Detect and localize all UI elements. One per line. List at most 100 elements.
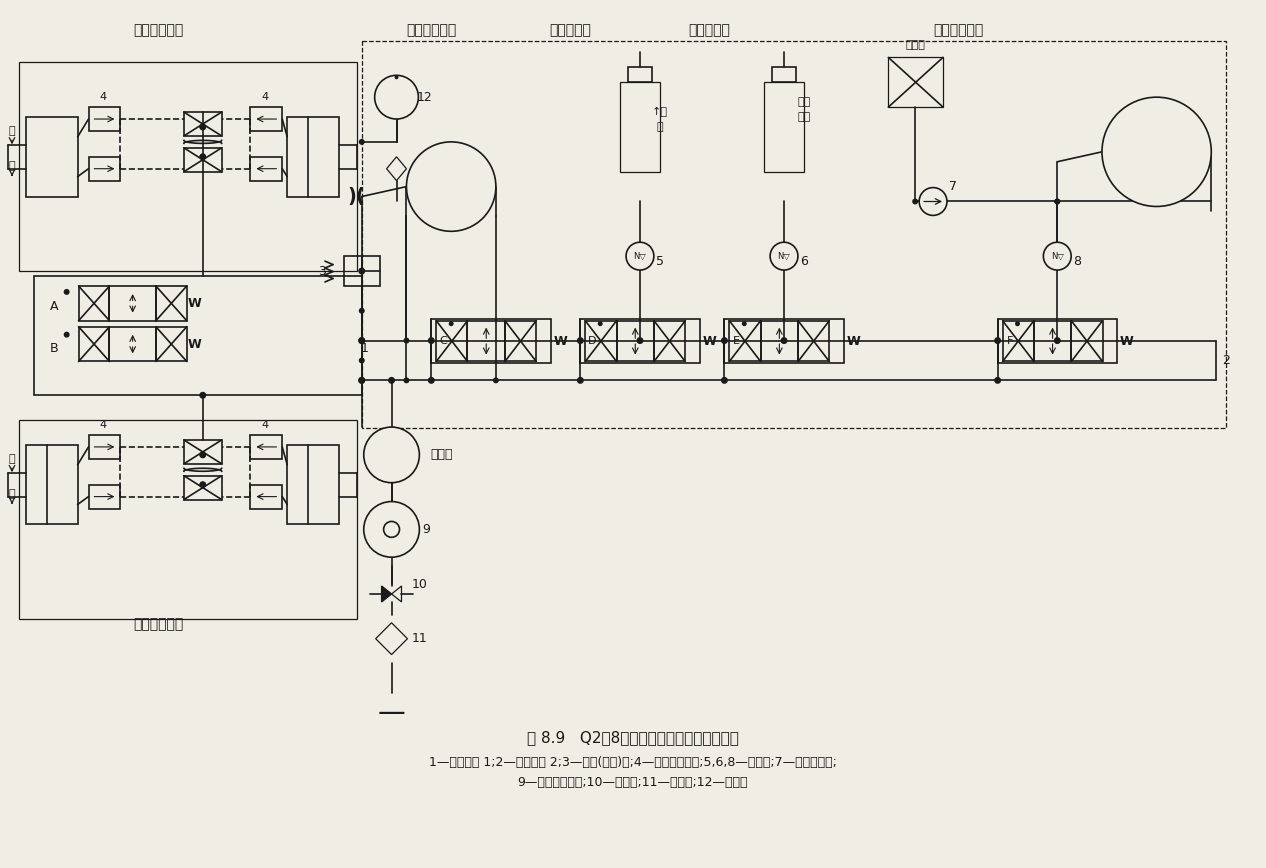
Circle shape	[492, 378, 499, 384]
Text: )(: )(	[348, 187, 366, 206]
Bar	[78, 326, 109, 361]
Bar	[251, 157, 282, 181]
Circle shape	[919, 187, 947, 215]
Circle shape	[577, 337, 584, 344]
Circle shape	[389, 377, 395, 384]
Circle shape	[358, 139, 365, 145]
Bar	[628, 68, 652, 82]
Bar	[184, 476, 222, 500]
Circle shape	[994, 377, 1001, 384]
Circle shape	[404, 378, 409, 384]
Circle shape	[358, 377, 365, 384]
Text: N▽: N▽	[777, 252, 790, 260]
Text: 减幅: 减幅	[798, 112, 810, 122]
Circle shape	[448, 321, 453, 326]
Text: N▽: N▽	[633, 252, 647, 260]
Text: F: F	[1006, 336, 1013, 346]
Polygon shape	[377, 439, 405, 464]
Circle shape	[358, 337, 365, 344]
Text: 8: 8	[1074, 254, 1081, 267]
Bar	[251, 435, 282, 459]
Bar	[765, 82, 804, 172]
Bar	[25, 445, 77, 524]
Circle shape	[404, 338, 409, 344]
Bar	[89, 484, 120, 509]
Text: W: W	[187, 338, 201, 351]
Bar	[655, 321, 685, 361]
Circle shape	[358, 308, 365, 313]
Bar	[889, 57, 943, 107]
Text: 1—手动阀组 1;2—手动阀组 2;3—溢流(安全)阀;4—液控单向阀组;5,6,8—平衡阀;7—单向节流阀;: 1—手动阀组 1;2—手动阀组 2;3—溢流(安全)阀;4—液控单向阀组;5,6…	[429, 756, 837, 769]
Bar	[437, 321, 467, 361]
Circle shape	[363, 502, 419, 557]
Bar	[19, 420, 357, 619]
Bar	[798, 321, 829, 361]
Text: E: E	[733, 336, 739, 346]
Bar	[89, 157, 120, 181]
Bar	[505, 321, 537, 361]
Circle shape	[1055, 199, 1060, 205]
Circle shape	[358, 337, 365, 344]
Text: 回转液压马达: 回转液压马达	[406, 23, 457, 37]
Bar	[184, 148, 222, 172]
Text: 4: 4	[262, 92, 268, 102]
Bar	[287, 117, 339, 196]
Text: 前支腿液压缸: 前支腿液压缸	[133, 23, 184, 37]
Bar	[34, 276, 362, 395]
Bar	[617, 321, 655, 361]
Circle shape	[395, 76, 399, 79]
Text: 11: 11	[411, 632, 427, 645]
Bar	[432, 319, 551, 364]
Bar	[580, 319, 700, 364]
Bar	[251, 484, 282, 509]
Bar	[761, 321, 798, 361]
Text: 4: 4	[100, 420, 106, 430]
Text: 10: 10	[411, 577, 428, 590]
Circle shape	[913, 199, 918, 205]
Circle shape	[199, 481, 206, 488]
Circle shape	[358, 358, 365, 364]
Text: 收: 收	[9, 454, 15, 464]
Circle shape	[1101, 97, 1212, 207]
Text: 4: 4	[100, 92, 106, 102]
Text: 制动缸: 制动缸	[905, 41, 925, 50]
Text: —: —	[377, 700, 405, 727]
Bar	[287, 445, 339, 524]
Bar	[184, 112, 222, 136]
Bar	[585, 321, 617, 361]
Bar	[724, 319, 843, 364]
Circle shape	[199, 451, 206, 458]
Circle shape	[199, 123, 206, 130]
Circle shape	[781, 337, 787, 344]
Bar	[362, 41, 1227, 428]
Text: 9—中心回转接头;10—截止阀;11—过滤器;12—压力表: 9—中心回转接头;10—截止阀;11—过滤器;12—压力表	[518, 776, 748, 789]
Text: 3: 3	[318, 265, 325, 278]
Text: W: W	[187, 297, 201, 310]
Bar	[156, 286, 187, 321]
Bar	[1034, 321, 1071, 361]
Text: W: W	[703, 334, 717, 347]
Bar	[620, 82, 660, 172]
Text: W: W	[553, 334, 567, 347]
Text: 后支腿液压缸: 后支腿液压缸	[133, 617, 184, 631]
Circle shape	[428, 377, 434, 384]
Polygon shape	[381, 586, 391, 602]
Text: 放: 放	[9, 161, 15, 171]
Text: B: B	[49, 342, 58, 355]
Circle shape	[1043, 242, 1071, 270]
Text: 4: 4	[262, 420, 268, 430]
Bar	[998, 319, 1117, 364]
Text: 12: 12	[417, 90, 432, 103]
Bar	[89, 107, 120, 131]
Bar	[25, 117, 77, 196]
Circle shape	[63, 332, 70, 338]
Circle shape	[1055, 199, 1060, 205]
Text: 收: 收	[9, 127, 15, 136]
Circle shape	[358, 377, 365, 384]
Circle shape	[199, 154, 206, 161]
Bar	[729, 321, 761, 361]
Circle shape	[199, 391, 206, 398]
Circle shape	[1053, 337, 1061, 344]
Bar	[251, 107, 282, 131]
Bar	[184, 440, 222, 464]
